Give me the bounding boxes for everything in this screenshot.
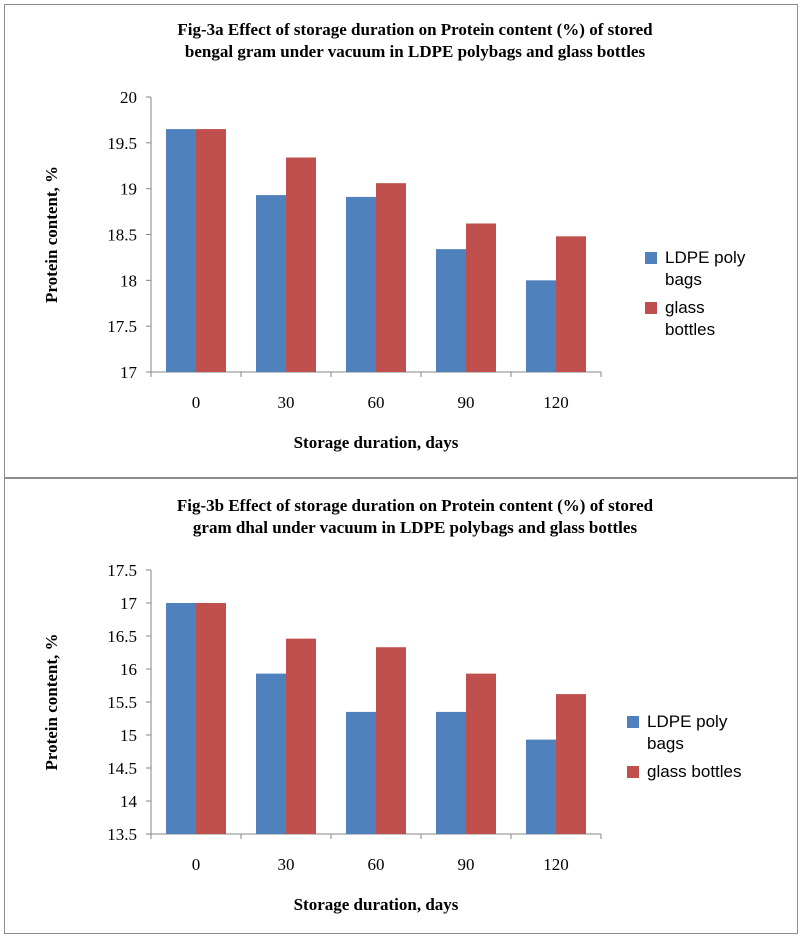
legend-item-ldpe: LDPE poly bags bbox=[645, 247, 775, 291]
legend-swatch-glass bbox=[627, 766, 639, 778]
legend-label-glass: glass bottles bbox=[665, 298, 716, 339]
chart-title-line-1: Fig-3b Effect of storage duration on Pro… bbox=[176, 496, 654, 515]
bar-chart-3a: 17 17.5 18 18.5 19 19.5 20 0 30 60 90 120 Storage du… bbox=[42, 88, 602, 452]
y-tick-label: 20 bbox=[120, 88, 137, 107]
bar-ldpe-120 bbox=[526, 739, 556, 834]
bar-chart-3b: 13.5 14 14.5 15 15.5 16 16.5 17 17.5 0 30 60 90 120 St… bbox=[42, 561, 602, 914]
x-tick-label: 0 bbox=[192, 393, 201, 412]
legend-label-ldpe: LDPE poly bags bbox=[647, 712, 728, 753]
x-axis-title: Storage duration, days bbox=[294, 895, 459, 914]
chart-title-line-2: gram dhal under vacuum in LDPE polybags … bbox=[192, 518, 638, 537]
bar-ldpe-90 bbox=[436, 249, 466, 372]
bar-ldpe-30 bbox=[256, 673, 286, 834]
chart-legend: LDPE poly bags glass bottles bbox=[627, 711, 757, 783]
chart-panel-3b: Fig-3b Effect of storage duration on Pro… bbox=[4, 478, 798, 934]
bar-ldpe-60 bbox=[346, 711, 376, 834]
y-tick-label: 15 bbox=[120, 726, 137, 745]
x-axis-title: Storage duration, days bbox=[294, 433, 459, 452]
bar-glass-120 bbox=[556, 236, 586, 372]
y-tick-label: 17 bbox=[120, 594, 138, 613]
x-tick-label: 30 bbox=[278, 855, 295, 874]
bar-glass-0 bbox=[196, 603, 226, 834]
y-tick-label: 16.5 bbox=[107, 627, 137, 646]
y-tick-label: 18 bbox=[120, 271, 137, 290]
chart-title-line-1: Fig-3a Effect of storage duration on Pro… bbox=[177, 20, 653, 39]
bar-glass-120 bbox=[556, 694, 586, 834]
bar-ldpe-120 bbox=[526, 280, 556, 372]
chart-title-line-2: bengal gram under vacuum in LDPE polybag… bbox=[184, 42, 646, 61]
y-tick-label: 17.5 bbox=[107, 317, 137, 336]
y-axis-title: Protein content, % bbox=[42, 633, 61, 770]
x-tick-label: 120 bbox=[543, 855, 569, 874]
x-tick-label: 30 bbox=[278, 393, 295, 412]
y-tick-label: 17 bbox=[120, 363, 138, 382]
x-tick-label: 90 bbox=[458, 855, 475, 874]
y-tick-label: 16 bbox=[120, 660, 137, 679]
bar-glass-90 bbox=[466, 223, 496, 372]
legend-swatch-ldpe bbox=[627, 716, 639, 728]
legend-item-glass: glass bottles bbox=[627, 761, 757, 783]
x-tick-label: 60 bbox=[368, 855, 385, 874]
legend-label-ldpe: LDPE poly bags bbox=[665, 248, 746, 289]
bar-ldpe-0 bbox=[166, 129, 196, 372]
chart-legend: LDPE poly bags glass bottles bbox=[645, 247, 775, 341]
legend-item-ldpe: LDPE poly bags bbox=[627, 711, 757, 755]
x-tick-label: 120 bbox=[543, 393, 569, 412]
y-tick-label: 17.5 bbox=[107, 561, 137, 580]
bar-ldpe-0 bbox=[166, 603, 196, 834]
legend-swatch-ldpe bbox=[645, 252, 657, 264]
legend-item-glass: glass bottles bbox=[645, 297, 775, 341]
chart-title: Fig-3a Effect of storage duration on Pro… bbox=[65, 19, 765, 63]
y-tick-label: 19 bbox=[120, 180, 137, 199]
chart-panel-3a: Fig-3a Effect of storage duration on Pro… bbox=[4, 4, 798, 478]
bar-glass-30 bbox=[286, 157, 316, 372]
chart-title: Fig-3b Effect of storage duration on Pro… bbox=[65, 495, 765, 539]
y-tick-label: 13.5 bbox=[107, 825, 137, 844]
y-tick-label: 14 bbox=[120, 792, 138, 811]
y-axis-title: Protein content, % bbox=[42, 166, 61, 303]
bar-ldpe-60 bbox=[346, 196, 376, 372]
x-tick-label: 60 bbox=[368, 393, 385, 412]
y-tick-label: 18.5 bbox=[107, 226, 137, 245]
bar-glass-90 bbox=[466, 673, 496, 834]
y-tick-label: 19.5 bbox=[107, 134, 137, 153]
bar-glass-60 bbox=[376, 183, 406, 372]
bar-ldpe-30 bbox=[256, 195, 286, 372]
y-tick-label: 15.5 bbox=[107, 693, 137, 712]
bar-ldpe-90 bbox=[436, 711, 466, 834]
y-tick-label: 14.5 bbox=[107, 759, 137, 778]
x-tick-label: 0 bbox=[192, 855, 201, 874]
x-tick-label: 90 bbox=[458, 393, 475, 412]
legend-swatch-glass bbox=[645, 302, 657, 314]
legend-label-glass: glass bottles bbox=[647, 762, 742, 781]
bar-glass-30 bbox=[286, 638, 316, 834]
bar-glass-0 bbox=[196, 129, 226, 372]
bar-glass-60 bbox=[376, 647, 406, 834]
